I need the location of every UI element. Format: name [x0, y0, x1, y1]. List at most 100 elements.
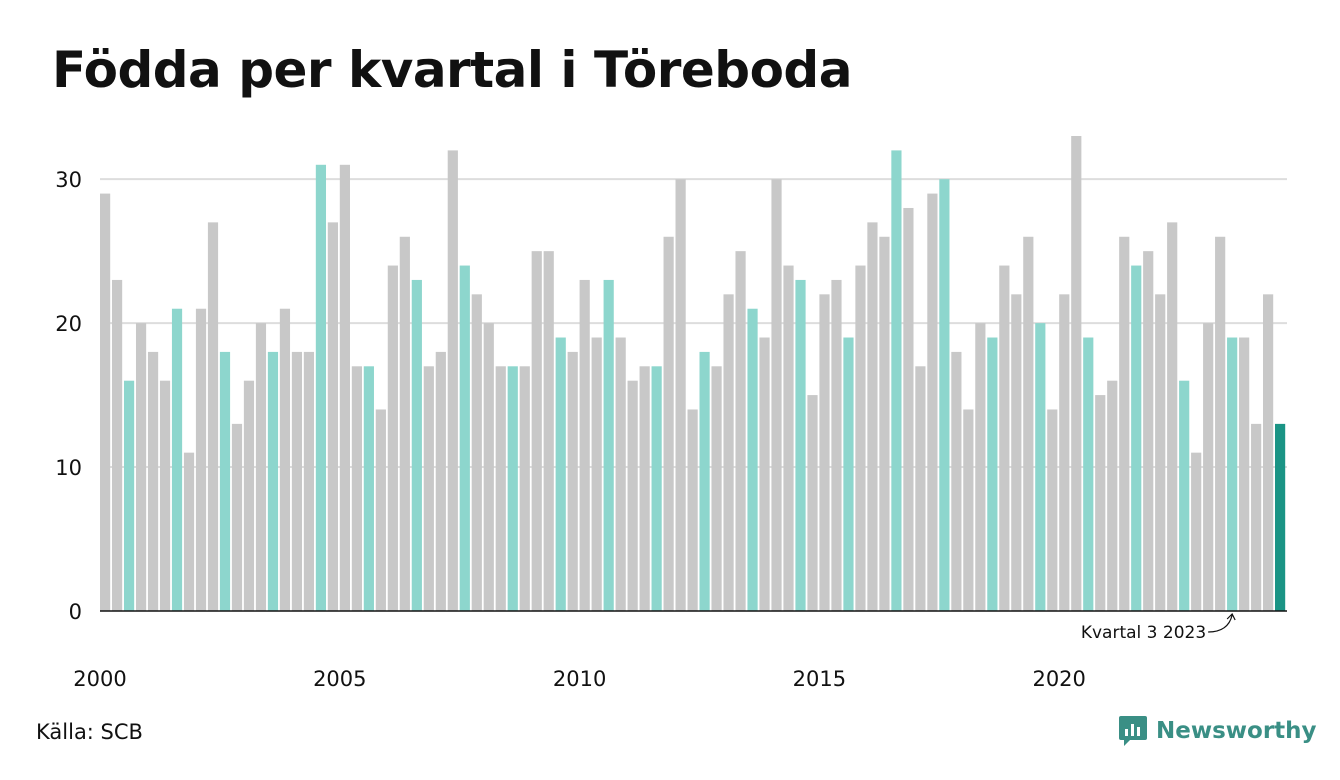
bar: [1083, 337, 1094, 611]
bar: [459, 265, 470, 611]
x-tick-label: 2005: [313, 667, 366, 691]
bar: [315, 164, 327, 612]
bar: [771, 179, 782, 611]
y-tick-label: 30: [55, 168, 82, 192]
y-tick-label: 10: [55, 456, 82, 480]
bar: [447, 150, 458, 611]
bar: [1227, 337, 1238, 611]
bar: [999, 265, 1010, 611]
bar: [387, 265, 398, 611]
bar: [435, 351, 446, 611]
bar: [195, 308, 207, 611]
bar: [111, 279, 123, 611]
newsworthy-logo-icon: [1119, 716, 1147, 746]
bars: [100, 136, 1286, 612]
x-tick-label: 2015: [793, 667, 846, 691]
bar: [507, 366, 518, 611]
bar: [687, 409, 698, 611]
bar: [1167, 222, 1178, 612]
bar: [939, 179, 950, 611]
brand-logo[interactable]: Newsworthy: [1118, 714, 1317, 748]
bar: [699, 351, 710, 611]
bar: [603, 279, 614, 611]
bar: [1047, 409, 1058, 611]
bar: [567, 351, 578, 611]
bar: [591, 337, 602, 611]
bar: [351, 366, 362, 611]
bar: [363, 366, 374, 611]
bar: [1023, 236, 1034, 611]
bar: [615, 337, 626, 611]
bar: [1191, 452, 1202, 611]
bar: [951, 351, 962, 611]
bar: [1179, 380, 1190, 611]
x-tick-label: 2000: [73, 667, 126, 691]
bar: [579, 279, 590, 611]
bar: [411, 279, 422, 611]
bar: [795, 279, 806, 611]
bar: [867, 222, 878, 612]
bar: [1143, 251, 1154, 611]
y-tick-label: 20: [55, 312, 82, 336]
bar: [639, 366, 650, 611]
bar: [147, 351, 159, 611]
bar: [183, 452, 195, 611]
bar: [1107, 380, 1118, 611]
bar: [303, 351, 315, 611]
bar: [831, 279, 842, 611]
bar: [1251, 423, 1262, 611]
bar: [1263, 294, 1274, 611]
bar: [1095, 395, 1106, 611]
x-tick-label: 2010: [553, 667, 606, 691]
bar: [1203, 323, 1214, 611]
bar: [879, 236, 890, 611]
bar: [1035, 323, 1046, 611]
annotation: Kvartal 3 2023: [1081, 612, 1236, 643]
bar: [1131, 265, 1142, 611]
bar: [1011, 294, 1022, 611]
bar: [711, 366, 722, 611]
bar: [747, 308, 758, 611]
bar: [339, 164, 350, 612]
bar: [291, 351, 303, 611]
bar: [423, 366, 434, 611]
bar: [471, 294, 482, 611]
source-label: Källa: SCB: [36, 720, 143, 744]
bar: [927, 193, 938, 611]
bar: [1071, 136, 1082, 611]
annotation-label: Kvartal 3 2023: [1081, 623, 1206, 643]
bar: [1059, 294, 1070, 611]
bar: [123, 380, 135, 611]
bar: [855, 265, 866, 611]
bar: [483, 323, 494, 611]
x-axis: 2000 2005 2010 2015 2020: [73, 610, 1287, 691]
bar: [819, 294, 830, 611]
bar: [651, 366, 662, 611]
bar: [783, 265, 794, 611]
bar: [279, 308, 291, 611]
bar: [219, 351, 231, 611]
bar: [627, 380, 638, 611]
bar: [267, 351, 279, 611]
chart-title: Födda per kvartal i Töreboda: [52, 41, 852, 99]
bar: [735, 251, 746, 611]
bar: [399, 236, 410, 611]
bar: [495, 366, 506, 611]
bar: [519, 366, 530, 611]
bar: [171, 308, 183, 611]
bar: [159, 380, 171, 611]
bar: [663, 236, 674, 611]
y-axis: 0 10 20 30: [55, 168, 82, 624]
bar: [327, 222, 338, 612]
bar: [243, 380, 255, 611]
bar: [963, 409, 974, 611]
bar: [1275, 423, 1286, 611]
bar: [1155, 294, 1166, 611]
bar: [987, 337, 998, 611]
brand-name: Newsworthy: [1156, 718, 1317, 744]
bar: [723, 294, 734, 611]
bar: [375, 409, 386, 611]
bar: [555, 337, 566, 611]
x-tick-label: 2020: [1032, 667, 1085, 691]
bar: [100, 193, 111, 611]
